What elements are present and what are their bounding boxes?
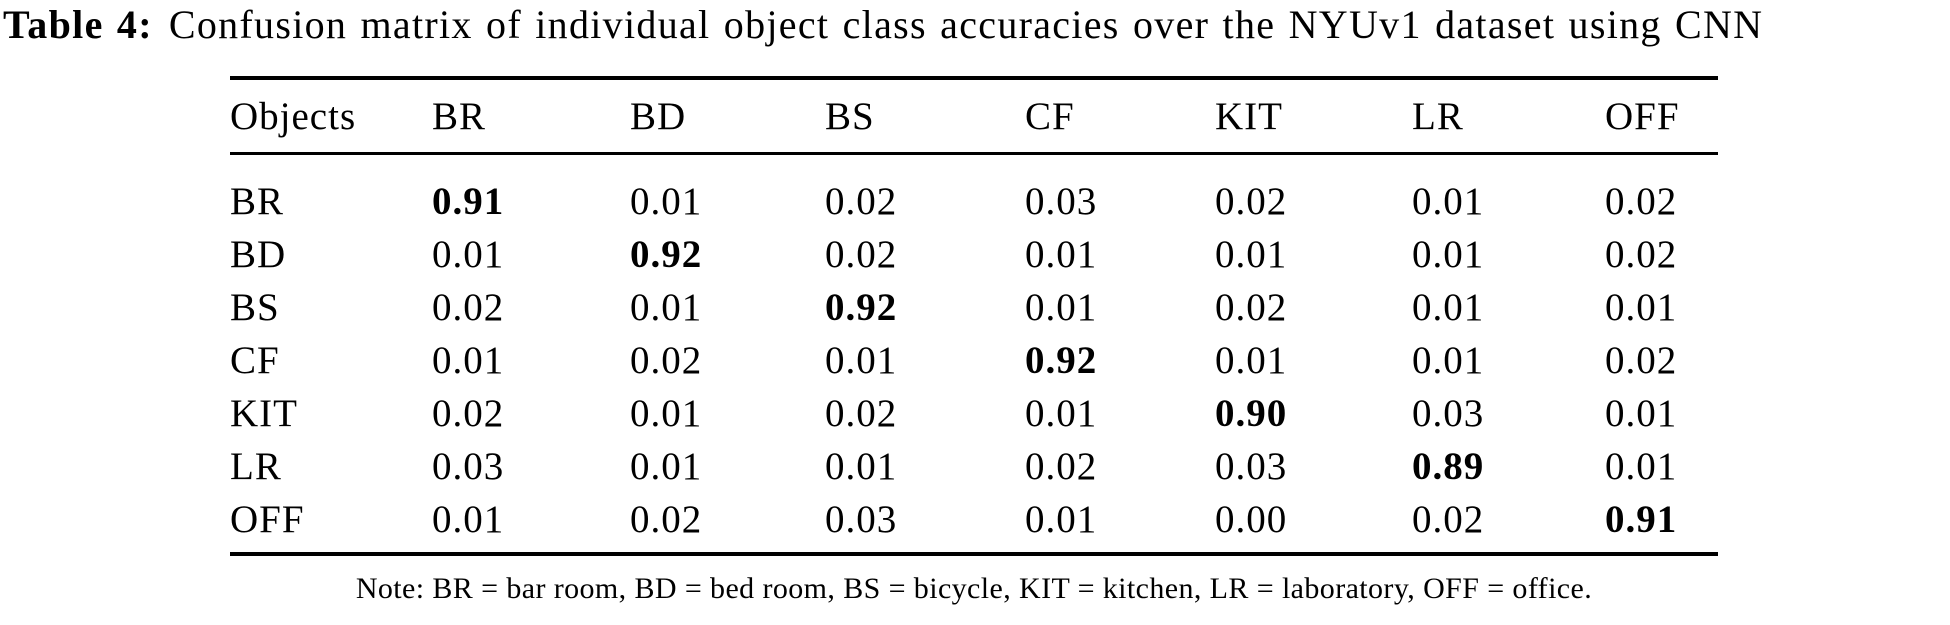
matrix-cell: 0.03	[1412, 392, 1485, 435]
matrix-cell: 0.92	[1025, 339, 1098, 382]
matrix-cell: 0.02	[1412, 498, 1485, 541]
matrix-cell: 0.92	[825, 286, 898, 329]
matrix-cell: 0.01	[1605, 286, 1678, 329]
matrix-cell: 0.02	[825, 392, 898, 435]
column-header-bs: BS	[825, 78, 1025, 155]
matrix-cell: 0.00	[1215, 498, 1288, 541]
matrix-cell: 0.91	[1605, 498, 1678, 541]
matrix-cell: 0.02	[432, 392, 505, 435]
matrix-cell: 0.01	[630, 392, 703, 435]
matrix-cell: 0.01	[630, 445, 703, 488]
matrix-cell: 0.01	[1412, 286, 1485, 329]
matrix-cell: 0.01	[825, 339, 898, 382]
matrix-cell: 0.03	[1025, 180, 1098, 223]
table-row-bd: BD 0.01 0.92 0.02 0.01 0.01 0.01 0.02	[230, 228, 1718, 281]
table-row-kit: KIT 0.02 0.01 0.02 0.01 0.90 0.03 0.01	[230, 387, 1718, 440]
column-header-cf: CF	[1025, 78, 1215, 155]
matrix-cell: 0.02	[1215, 180, 1288, 223]
matrix-cell: 0.01	[432, 498, 505, 541]
matrix-cell: 0.03	[432, 445, 505, 488]
matrix-cell: 0.01	[825, 445, 898, 488]
matrix-cell: 0.03	[1215, 445, 1288, 488]
matrix-cell: 0.01	[1025, 233, 1098, 276]
column-header-lr: LR	[1412, 78, 1605, 155]
matrix-cell: 0.01	[1025, 392, 1098, 435]
column-header-objects: Objects	[230, 78, 432, 155]
matrix-cell: 0.02	[1605, 339, 1678, 382]
table-caption-label: Table 4:	[3, 2, 153, 47]
matrix-cell: 0.02	[1025, 445, 1098, 488]
table-row-lr: LR 0.03 0.01 0.01 0.02 0.03 0.89 0.01	[230, 440, 1718, 493]
column-header-br: BR	[432, 78, 630, 155]
matrix-cell: 0.02	[1215, 286, 1288, 329]
matrix-cell: 0.01	[630, 180, 703, 223]
matrix-cell: 0.01	[432, 339, 505, 382]
matrix-cell: 0.01	[1412, 233, 1485, 276]
matrix-cell: 0.02	[1605, 233, 1678, 276]
table-caption-text: Confusion matrix of individual object cl…	[168, 2, 1764, 47]
row-label: KIT	[230, 392, 298, 435]
matrix-cell: 0.01	[1215, 339, 1288, 382]
matrix-cell: 0.01	[1025, 286, 1098, 329]
matrix-cell: 0.02	[1605, 180, 1678, 223]
matrix-cell: 0.01	[432, 233, 505, 276]
matrix-cell: 0.02	[630, 339, 703, 382]
matrix-cell: 0.91	[432, 180, 505, 223]
matrix-cell: 0.01	[1215, 233, 1288, 276]
matrix-cell: 0.01	[630, 286, 703, 329]
column-header-bd: BD	[630, 78, 825, 155]
matrix-cell: 0.90	[1215, 392, 1288, 435]
table-note: Note: BR = bar room, BD = bed room, BS =…	[355, 572, 1593, 605]
matrix-cell: 0.01	[1025, 498, 1098, 541]
matrix-cell: 0.89	[1412, 445, 1485, 488]
column-header-off: OFF	[1605, 78, 1718, 155]
matrix-cell: 0.01	[1605, 392, 1678, 435]
table-caption: Table 4: Confusion matrix of individual o…	[0, 0, 1950, 48]
table-row-bs: BS 0.02 0.01 0.92 0.01 0.02 0.01 0.01	[230, 281, 1718, 334]
row-label: OFF	[230, 498, 305, 541]
matrix-cell: 0.03	[825, 498, 898, 541]
table-header-row: Objects BR BD BS CF KIT LR OFF	[230, 78, 1718, 155]
table-row-cf: CF 0.01 0.02 0.01 0.92 0.01 0.01 0.02	[230, 334, 1718, 387]
matrix-cell: 0.92	[630, 233, 703, 276]
row-label: BR	[230, 180, 285, 223]
row-label: LR	[230, 445, 282, 488]
matrix-cell: 0.02	[825, 233, 898, 276]
matrix-cell: 0.02	[432, 286, 505, 329]
confusion-matrix-table: Objects BR BD BS CF KIT LR OFF BR 0.91 0…	[230, 76, 1718, 556]
matrix-cell: 0.01	[1412, 180, 1485, 223]
matrix-cell: 0.02	[825, 180, 898, 223]
table-row-off: OFF 0.01 0.02 0.03 0.01 0.00 0.02 0.91	[230, 493, 1718, 554]
row-label: CF	[230, 339, 280, 382]
confusion-matrix: Objects BR BD BS CF KIT LR OFF BR 0.91 0…	[230, 76, 1718, 606]
table-row-br: BR 0.91 0.01 0.02 0.03 0.02 0.01 0.02	[230, 154, 1718, 229]
row-label: BD	[230, 233, 287, 276]
column-header-kit: KIT	[1215, 78, 1412, 155]
row-label: BS	[230, 286, 280, 329]
matrix-cell: 0.01	[1412, 339, 1485, 382]
matrix-cell: 0.01	[1605, 445, 1678, 488]
matrix-cell: 0.02	[630, 498, 703, 541]
